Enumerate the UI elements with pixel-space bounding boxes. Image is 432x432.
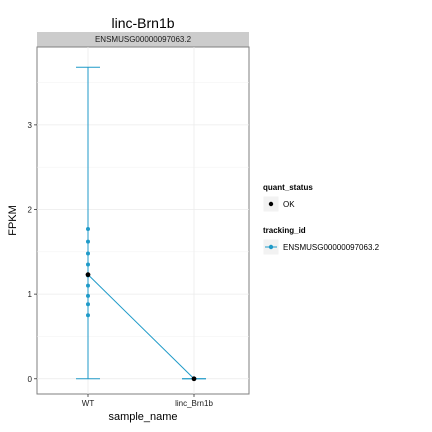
replicate-point [86, 313, 90, 318]
replicate-point [86, 239, 90, 244]
series-line [87, 274, 195, 380]
replicate-point [86, 226, 90, 231]
facet-strip [37, 32, 249, 47]
mean-point [191, 376, 197, 382]
replicate-point [86, 302, 90, 307]
y-tick-label: 3 [28, 121, 33, 130]
legend-label: OK [283, 200, 295, 209]
chart-title: linc-Brn1b [111, 15, 174, 31]
legend-title: tracking_id [263, 226, 306, 235]
x-axis-label: sample_name [108, 411, 177, 423]
legend-key-point [268, 201, 274, 207]
y-tick-label: 2 [28, 205, 33, 214]
mean-point [85, 272, 91, 278]
legend-label: ENSMUSG00000097063.2 [283, 243, 380, 252]
axis-ticks: 0 1 2 3 WT linc_Brn1b [28, 121, 214, 408]
y-axis-label: FPKM [7, 205, 19, 236]
y-tick-label: 1 [28, 290, 33, 299]
y-tick-label: 0 [28, 375, 33, 384]
replicate-point [86, 283, 90, 288]
x-tick-label: linc_Brn1b [175, 399, 213, 408]
x-tick-label: WT [82, 399, 95, 408]
data-marks [76, 66, 206, 382]
legend-key-point [268, 244, 274, 250]
legend: quant_status OK tracking_id ENSMUSG00000097… [262, 183, 380, 256]
facet-label: ENSMUSG00000097063.2 [95, 35, 192, 44]
plot-panel [36, 46, 250, 395]
replicate-point [86, 293, 90, 298]
legend-title: quant_status [263, 183, 313, 192]
replicate-point [86, 251, 90, 256]
replicate-point [86, 262, 90, 267]
